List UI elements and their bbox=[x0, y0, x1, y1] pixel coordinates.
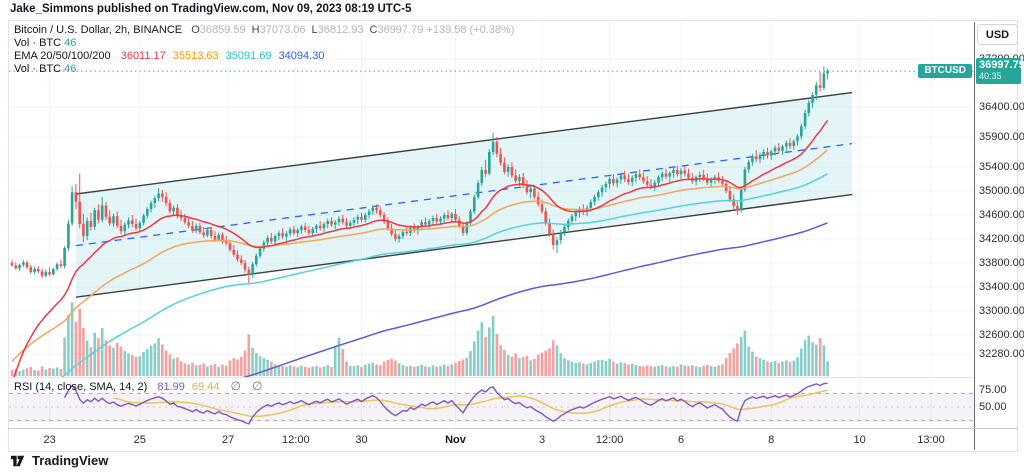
ohlc-value: 36859.59 bbox=[199, 24, 246, 36]
ema-value: 34094.30 bbox=[278, 50, 325, 62]
time-axis-label: 6 bbox=[677, 434, 685, 446]
rsi-values: 81.99 69.44 bbox=[150, 381, 219, 393]
volume-row-2: Vol · BTC 46 bbox=[14, 63, 514, 75]
currency-button[interactable]: USD bbox=[977, 24, 1018, 45]
price-axis-label: 32280.00 bbox=[979, 348, 1024, 361]
price-axis-label: 36400.00 bbox=[979, 101, 1024, 113]
ema-value: 36011.17 bbox=[120, 50, 166, 62]
volume-value-2: 46 bbox=[64, 63, 77, 75]
ohlc-key: O bbox=[191, 24, 200, 36]
ohlc-value: 36812.93 bbox=[317, 24, 364, 36]
attribution-text: Jake_Simmons published on TradingView.co… bbox=[10, 3, 412, 15]
change-value: +139.58 (+0.38%) bbox=[426, 24, 515, 36]
chart-legend: Bitcoin / U.S. Dollar, 2h, BINANCE O3685… bbox=[14, 24, 514, 76]
tradingview-brand-name: TradingView bbox=[32, 453, 109, 468]
volume-row: Vol · BTC 46 bbox=[14, 37, 514, 49]
ema-values: 36011.17 35513.63 35091.69 34094.30 bbox=[114, 50, 325, 62]
time-axis-label: Nov bbox=[445, 434, 466, 446]
ema-value: 35091.69 bbox=[225, 50, 272, 62]
ohlc-key: C bbox=[369, 24, 378, 36]
time-axis-label: 25 bbox=[133, 434, 146, 446]
price-axis-label: 35000.00 bbox=[979, 185, 1024, 197]
last-price-badge: 36997.79 40:35 bbox=[976, 58, 1024, 85]
last-price-value: 36997.79 bbox=[979, 59, 1024, 72]
rsi-axis-label: 75.00 bbox=[979, 384, 1007, 396]
time-axis-separator bbox=[8, 428, 1018, 429]
price-axis-label: 34200.00 bbox=[979, 233, 1024, 245]
price-axis-label: 32600.00 bbox=[979, 329, 1024, 341]
time-axis-label: 13:00 bbox=[917, 434, 945, 446]
volume-value: 46 bbox=[64, 37, 77, 49]
ema-row: EMA 20/50/100/200 36011.17 35513.63 35091.… bbox=[14, 50, 514, 62]
volume-label-2: Vol · BTC bbox=[14, 63, 62, 75]
ohlc-values: O36859.59 H37073.06 L36812.93 C36997.79 bbox=[185, 24, 423, 36]
price-axis-label: 33400.00 bbox=[979, 281, 1024, 293]
symbol-price-flag: BTCUSD bbox=[918, 64, 972, 79]
rsi-value: 81.99 bbox=[157, 381, 185, 393]
time-axis-label: 23 bbox=[43, 434, 56, 446]
time-axis-label: 8 bbox=[768, 434, 775, 446]
ema-value: 35513.63 bbox=[172, 50, 219, 62]
price-axis-label: 33000.00 bbox=[979, 305, 1024, 317]
price-axis-label: 34600.00 bbox=[979, 209, 1024, 221]
ohlc-value: 36997.79 bbox=[377, 24, 424, 36]
rsi-empty-icon: ∅ bbox=[251, 379, 263, 393]
ohlc-key: L bbox=[311, 24, 318, 36]
time-axis-label: 3 bbox=[538, 434, 546, 446]
price-axis-label: 35900.00 bbox=[979, 131, 1024, 143]
symbol-row: Bitcoin / U.S. Dollar, 2h, BINANCE O3685… bbox=[14, 24, 514, 36]
symbol-title: Bitcoin / U.S. Dollar, 2h, BINANCE bbox=[14, 24, 183, 36]
rsi-legend: RSI (14, close, SMA, 14, 2) 81.99 69.44 ∅… bbox=[14, 379, 262, 393]
price-axis-label: 33800.00 bbox=[979, 257, 1024, 269]
bar-countdown: 40:35 bbox=[979, 71, 1002, 82]
time-axis-label: 12:00 bbox=[595, 434, 624, 446]
rsi-empty-icon: ∅ bbox=[230, 379, 241, 393]
tradingview-watermark[interactable]: TradingView bbox=[10, 453, 108, 468]
rsi-axis-label: 50.00 bbox=[979, 401, 1007, 413]
rsi-pane-separator[interactable] bbox=[9, 377, 974, 378]
rsi-label: RSI (14, close, SMA, 14, 2) bbox=[14, 381, 148, 393]
time-axis-label: 12:00 bbox=[282, 434, 310, 446]
volume-label: Vol · BTC bbox=[14, 37, 62, 49]
time-axis-label: 30 bbox=[355, 434, 368, 446]
ohlc-value: 37073.06 bbox=[259, 24, 306, 36]
rsi-value: 69.44 bbox=[191, 381, 220, 393]
tradingview-logo-icon bbox=[10, 455, 25, 466]
price-axis-label: 35400.00 bbox=[979, 161, 1024, 173]
time-axis-label: 10 bbox=[853, 434, 866, 446]
time-axis-label: 27 bbox=[221, 434, 235, 446]
ohlc-key: H bbox=[251, 24, 260, 36]
ema-label: EMA 20/50/100/200 bbox=[14, 50, 111, 62]
